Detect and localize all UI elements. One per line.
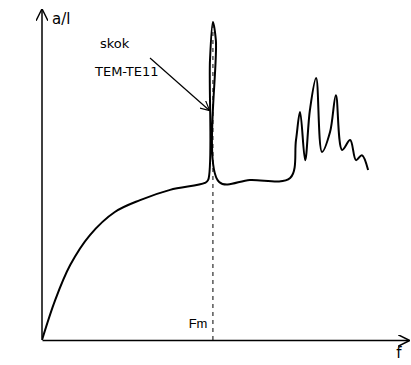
x-axis-line	[43, 340, 409, 342]
annotation: TEM-TE11	[94, 64, 159, 79]
curve	[42, 22, 368, 340]
marks	[42, 22, 368, 340]
plot: Fm	[42, 10, 409, 341]
annotations: skok TEM-TE11	[94, 36, 209, 110]
x-tick-label: Fm	[189, 316, 208, 331]
y-axis-label: a/l	[52, 10, 70, 28]
y-axis-line	[41, 10, 43, 340]
annotation: skok	[100, 36, 130, 51]
chart: Fm a/l f skok TEM-TE11	[0, 0, 411, 365]
tick-guide	[212, 22, 213, 340]
x-tick: Fm	[189, 316, 214, 340]
annotation-arrow	[150, 58, 209, 110]
x-axis-label: f	[396, 344, 402, 362]
y-axis	[42, 10, 43, 340]
guides	[212, 22, 213, 340]
x-axis: Fm	[43, 316, 409, 341]
